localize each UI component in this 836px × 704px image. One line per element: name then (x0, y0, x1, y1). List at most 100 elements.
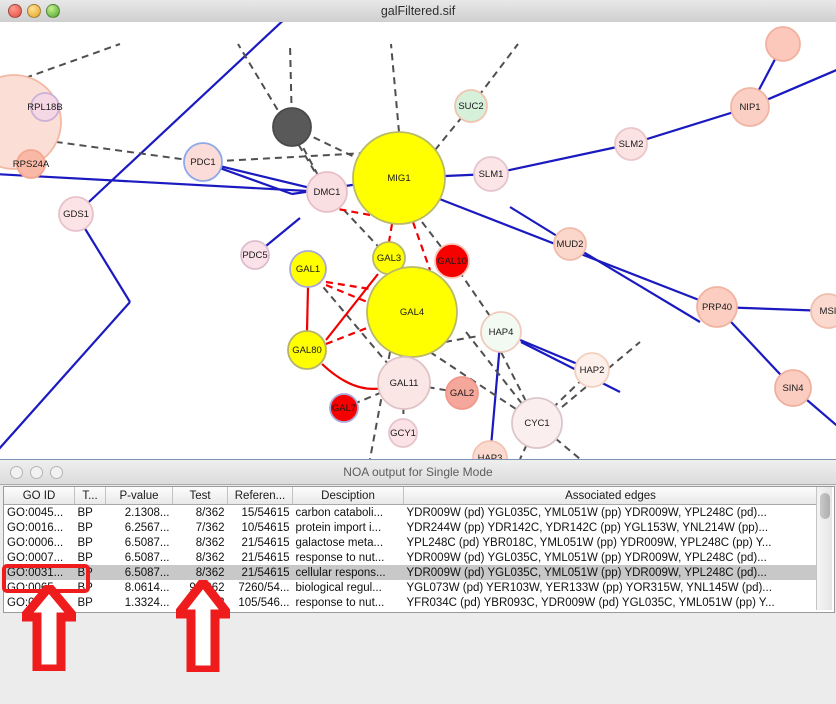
table-body[interactable]: GO:0045... BP 2.1308... 8/362 15/54615 carbon… (4, 505, 818, 613)
main-window-title: galFiltered.sif (380, 4, 456, 18)
noa-minimize-icon[interactable] (30, 466, 43, 479)
network-node-DMC1[interactable]: DMC1 (306, 171, 348, 213)
node-circle[interactable] (730, 87, 770, 127)
network-node-HAP3[interactable]: HAP3 (472, 440, 508, 459)
node-circle[interactable] (765, 26, 801, 62)
cell-go-id: GO:0016... (7, 521, 64, 534)
node-circle[interactable] (454, 89, 488, 123)
table-row[interactable]: GO:0065... BP 8.0614... 94/362 7260/54... bio… (4, 580, 818, 595)
node-circle[interactable] (696, 286, 738, 328)
network-node-GCY1[interactable]: GCY1 (388, 418, 418, 448)
network-node-GAL2[interactable]: GAL2 (445, 376, 479, 410)
node-circle[interactable] (472, 440, 508, 459)
table-row[interactable]: GO:0031...BP1.3324...11/362105/546...cel… (4, 610, 818, 613)
node-circle[interactable] (511, 397, 563, 449)
cell-reference: 21/54615 (227, 565, 293, 580)
network-node-GAL7[interactable]: GAL7 (329, 393, 359, 423)
network-node-SUC2[interactable]: SUC2 (454, 89, 488, 123)
network-node-GDS1[interactable]: GDS1 (58, 196, 94, 232)
scrollbar-thumb[interactable] (820, 493, 830, 519)
network-node-top-right-pink[interactable] (765, 26, 801, 62)
network-node-HAP2[interactable]: HAP2 (574, 352, 610, 388)
network-node-HAP4[interactable]: HAP4 (480, 311, 522, 353)
column-header-test[interactable]: Test (172, 487, 228, 505)
network-node-GAL11[interactable]: GAL11 (377, 356, 431, 410)
network-node-GAL4[interactable]: GAL4 (366, 266, 458, 358)
noa-close-icon[interactable] (10, 466, 23, 479)
node-circle[interactable] (574, 352, 610, 388)
network-node-CYC1[interactable]: CYC1 (511, 397, 563, 449)
window-traffic-lights[interactable] (8, 4, 60, 18)
column-header-associated-edges[interactable]: Associated edges (403, 487, 818, 505)
network-node-grey[interactable] (272, 107, 312, 147)
network-node-RPL18B[interactable]: RPL18B (27, 92, 63, 122)
nodes-layer[interactable]: RPL18B RPS24A GDS1 PDC1 PDC5 DMC1 SUC2 MIG1 SLM1… (0, 26, 836, 459)
zoom-window-icon[interactable] (46, 4, 60, 18)
network-node-RPS24A[interactable]: RPS24A (13, 149, 50, 179)
column-header-description[interactable]: Desciption (292, 487, 404, 505)
cell-test: 7/362 (195, 521, 225, 534)
close-window-icon[interactable] (8, 4, 22, 18)
table-row[interactable]: GO:0031... BP 6.5087... 8/362 21/54615 cellul… (4, 565, 818, 580)
network-node-GAL80[interactable]: GAL80 (287, 330, 327, 370)
node-circle[interactable] (810, 293, 836, 329)
network-graph[interactable]: RPL18B RPS24A GDS1 PDC1 PDC5 DMC1 SUC2 MIG1 SLM1… (0, 22, 836, 459)
table-vertical-scrollbar[interactable] (816, 487, 832, 610)
network-node-SLM1[interactable]: SLM1 (473, 156, 509, 192)
table-row[interactable]: GO:0007... BP 6.5087... 8/362 21/54615 respon… (4, 550, 818, 565)
network-node-PRP40[interactable]: PRP40 (696, 286, 738, 328)
node-circle[interactable] (473, 156, 509, 192)
node-circle[interactable] (287, 330, 327, 370)
node-circle[interactable] (614, 127, 648, 161)
noa-zoom-icon[interactable] (50, 466, 63, 479)
node-label: HAP4 (489, 327, 514, 338)
node-circle[interactable] (289, 250, 327, 288)
noa-results-table-container[interactable]: GO ID T... P-value Test Referen... Desci… (3, 486, 835, 613)
minimize-window-icon[interactable] (27, 4, 41, 18)
node-circle[interactable] (434, 243, 470, 279)
node-circle[interactable] (16, 149, 46, 179)
node-circle[interactable] (240, 240, 270, 270)
column-header-type[interactable]: T... (74, 487, 106, 505)
column-header-go-id[interactable]: GO ID (4, 487, 75, 505)
node-label: MSI (820, 306, 836, 317)
network-node-GAL10[interactable]: GAL10 (434, 243, 470, 279)
node-circle[interactable] (377, 356, 431, 410)
cell-reference: 15/54615 (241, 506, 290, 519)
column-header-p-value[interactable]: P-value (105, 487, 173, 505)
node-circle[interactable] (366, 266, 458, 358)
node-circle[interactable] (329, 393, 359, 423)
node-circle[interactable] (352, 131, 446, 225)
noa-traffic-lights[interactable] (10, 466, 63, 479)
node-circle[interactable] (306, 171, 348, 213)
cell-p-value: 6.5087... (105, 565, 173, 580)
network-node-MIG1[interactable]: MIG1 (352, 131, 446, 225)
column-header-reference[interactable]: Referen... (227, 487, 293, 505)
table-row[interactable]: GO:0016... BP 6.2567... 7/362 10/54615 protei… (4, 520, 818, 535)
node-circle[interactable] (272, 107, 312, 147)
network-node-GAL1[interactable]: GAL1 (289, 250, 327, 288)
network-node-SIN4[interactable]: SIN4 (774, 369, 812, 407)
table-row[interactable]: GO:0031... BP 1.3324... 11/362 105/546... res… (4, 595, 818, 610)
noa-results-table[interactable]: GO ID T... P-value Test Referen... Desci… (4, 487, 818, 613)
node-circle[interactable] (445, 376, 479, 410)
network-node-MUD2[interactable]: MUD2 (553, 227, 587, 261)
node-label: PRP40 (702, 302, 732, 313)
network-node-SLM2[interactable]: SLM2 (614, 127, 648, 161)
cell-test: 94/362 (189, 581, 225, 594)
network-node-NIP1[interactable]: NIP1 (730, 87, 770, 127)
table-row[interactable]: GO:0006... BP 6.5087... 8/362 21/54615 galact… (4, 535, 818, 550)
node-circle[interactable] (480, 311, 522, 353)
edge-blue (0, 173, 328, 194)
network-node-PDC5[interactable]: PDC5 (240, 240, 270, 270)
node-circle[interactable] (183, 142, 223, 182)
network-node-PDC1[interactable]: PDC1 (183, 142, 223, 182)
node-circle[interactable] (553, 227, 587, 261)
node-circle[interactable] (388, 418, 418, 448)
node-circle[interactable] (58, 196, 94, 232)
network-view-canvas[interactable]: RPL18B RPS24A GDS1 PDC1 PDC5 DMC1 SUC2 MIG1 SLM1… (0, 22, 836, 459)
node-circle[interactable] (30, 92, 60, 122)
table-row[interactable]: GO:0045... BP 2.1308... 8/362 15/54615 carbon… (4, 505, 818, 521)
node-circle[interactable] (774, 369, 812, 407)
network-node-MSI[interactable]: MSI (810, 293, 836, 329)
